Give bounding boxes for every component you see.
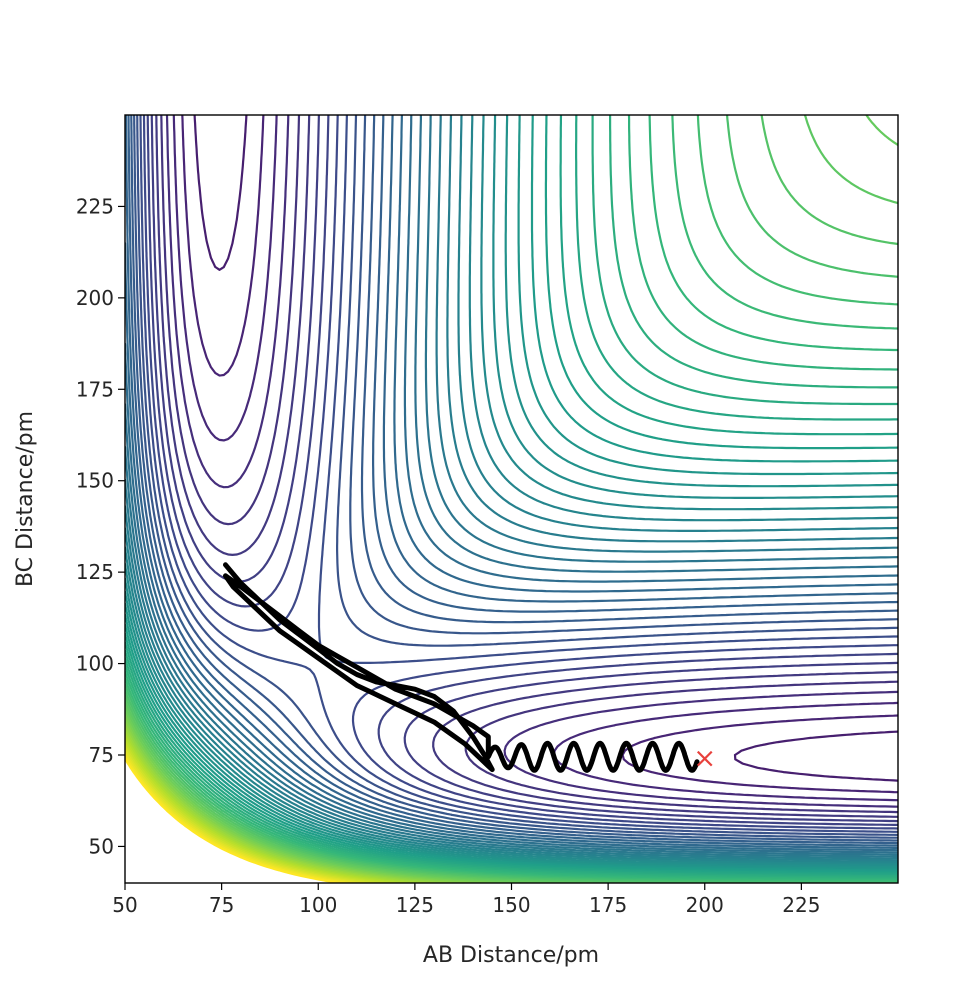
y-tick-label-50: 50 bbox=[89, 834, 114, 858]
contour-level-42 bbox=[125, 115, 898, 883]
contour-level-57 bbox=[125, 751, 356, 883]
y-axis-ticks: 50 75 100 125 150 175 200 225 bbox=[76, 194, 125, 858]
contour-level-7 bbox=[172, 115, 898, 802]
contour-level-53 bbox=[125, 737, 396, 883]
contour-level-16 bbox=[133, 115, 898, 839]
contour-level-6 bbox=[181, 115, 898, 794]
y-tick-label-200: 200 bbox=[76, 286, 114, 310]
contour-level-51 bbox=[125, 730, 421, 883]
contour-level-33 bbox=[125, 115, 898, 873]
contour-level-28 bbox=[125, 115, 898, 865]
contour-level-50 bbox=[125, 726, 436, 883]
trajectory-path bbox=[223, 562, 700, 773]
contour-level-59 bbox=[125, 757, 340, 883]
contour-level-8 bbox=[165, 115, 898, 808]
x-tick-label-75: 75 bbox=[209, 893, 234, 917]
contour-level-26 bbox=[125, 115, 898, 862]
x-tick-label-50: 50 bbox=[112, 893, 137, 917]
contour-level-56 bbox=[125, 748, 365, 883]
contour-lines bbox=[125, 115, 898, 883]
contour-level-27 bbox=[125, 115, 898, 864]
y-tick-label-75: 75 bbox=[89, 743, 114, 767]
contour-level-12 bbox=[146, 115, 898, 826]
contour-level-49 bbox=[125, 722, 453, 883]
contour-level-35 bbox=[125, 115, 898, 876]
contour-level-23 bbox=[125, 115, 898, 856]
contour-level-20 bbox=[125, 115, 898, 849]
y-tick-label-225: 225 bbox=[76, 194, 114, 218]
end-marker bbox=[696, 750, 713, 767]
contour-level-25 bbox=[125, 115, 898, 860]
contour-level-18 bbox=[127, 115, 898, 845]
x-tick-label-225: 225 bbox=[782, 893, 820, 917]
contour-level-55 bbox=[125, 744, 375, 883]
y-axis-label: BC Distance/pm bbox=[13, 411, 38, 587]
y-tick-label-150: 150 bbox=[76, 469, 114, 493]
marker-stroke-b bbox=[696, 750, 713, 767]
contour-level-11 bbox=[150, 115, 898, 823]
contour-level-37 bbox=[125, 115, 898, 879]
contour-level-19 bbox=[125, 115, 898, 847]
y-tick-label-100: 100 bbox=[76, 652, 114, 676]
contour-level-22 bbox=[125, 115, 898, 854]
x-axis-label: AB Distance/pm bbox=[423, 943, 599, 968]
contour-level-31 bbox=[125, 115, 898, 870]
contour-level-24 bbox=[125, 115, 898, 858]
trajectory-line bbox=[223, 562, 700, 773]
contour-level-10 bbox=[155, 115, 898, 818]
contour-level-15 bbox=[136, 115, 898, 836]
contour-level-40 bbox=[125, 115, 898, 883]
contour-level-29 bbox=[125, 115, 898, 867]
contour-level-54 bbox=[125, 741, 385, 883]
contour-level-9 bbox=[160, 115, 898, 814]
x-tick-label-150: 150 bbox=[492, 893, 530, 917]
contour-level-52 bbox=[125, 734, 408, 883]
contour-level-30 bbox=[125, 115, 898, 869]
contour-level-17 bbox=[130, 115, 898, 842]
x-tick-label-175: 175 bbox=[589, 893, 627, 917]
contour-level-32 bbox=[125, 115, 898, 872]
contour-level-21 bbox=[125, 115, 898, 852]
contour-level-58 bbox=[125, 754, 348, 883]
y-tick-label-125: 125 bbox=[76, 560, 114, 584]
x-axis-ticks: 50 75 100 125 150 175 200 225 bbox=[112, 883, 820, 917]
contour-level-38 bbox=[125, 115, 898, 881]
contour-level-34 bbox=[125, 115, 898, 875]
x-tick-label-100: 100 bbox=[299, 893, 337, 917]
y-tick-label-175: 175 bbox=[76, 377, 114, 401]
contour-level-36 bbox=[125, 115, 898, 878]
x-tick-label-200: 200 bbox=[686, 893, 724, 917]
x-tick-label-125: 125 bbox=[396, 893, 434, 917]
contour-level-13 bbox=[142, 115, 898, 830]
